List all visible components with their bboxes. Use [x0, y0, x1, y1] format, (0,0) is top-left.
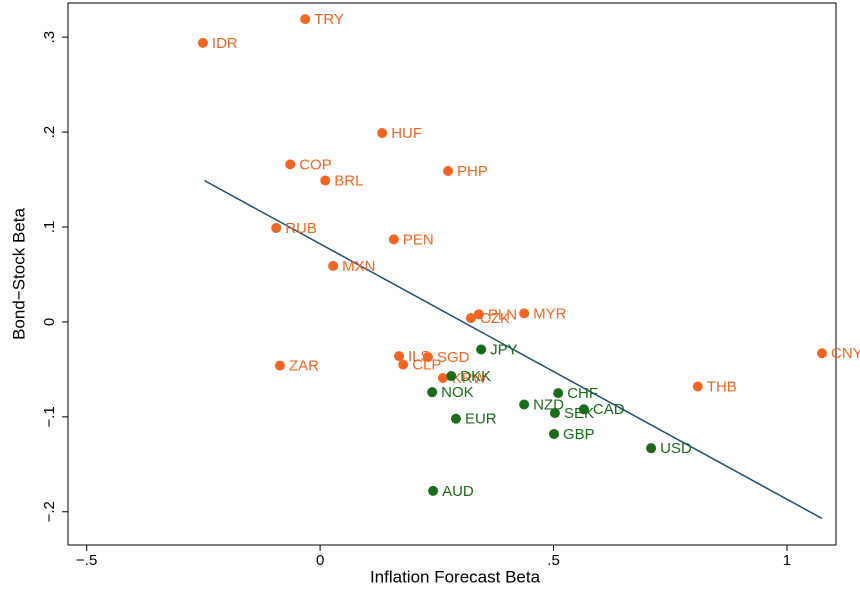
- point: [428, 485, 439, 496]
- point-label: NOK: [441, 384, 474, 401]
- point-label: SGD: [437, 349, 470, 366]
- point-label: MYR: [533, 305, 567, 322]
- point-label: PHP: [457, 163, 488, 180]
- point: [553, 388, 564, 399]
- plot-frame: [67, 2, 837, 546]
- point: [197, 37, 208, 48]
- point-label: TRY: [314, 11, 344, 28]
- point-label: CNY: [831, 345, 860, 362]
- point: [274, 360, 285, 371]
- x-axis-label: Inflation Forecast Beta: [370, 567, 541, 586]
- point: [422, 352, 433, 363]
- x-tick-label: 1: [783, 552, 791, 569]
- point-label: RUB: [285, 220, 317, 237]
- point: [450, 413, 461, 424]
- point-label: JPY: [490, 341, 518, 358]
- point-label: CAD: [593, 401, 625, 418]
- point-label: KRW: [452, 370, 488, 387]
- point-label: CLP: [412, 357, 441, 374]
- point-label: SEK: [564, 405, 594, 422]
- point-label: GBP: [563, 426, 595, 443]
- point-label: PEN: [403, 231, 434, 248]
- fit-line: [203, 179, 823, 520]
- point: [394, 351, 405, 362]
- y-tick-label: −.1: [41, 406, 58, 427]
- point: [692, 381, 703, 392]
- point: [443, 166, 454, 177]
- point: [300, 14, 311, 25]
- y-axis-label: Bond−Stock Beta: [9, 208, 28, 340]
- point-label: EUR: [465, 411, 497, 428]
- point: [578, 404, 589, 415]
- point: [476, 344, 487, 355]
- point: [646, 443, 657, 454]
- point-label: NZD: [533, 396, 564, 413]
- point: [285, 159, 296, 170]
- point-label: HUF: [391, 125, 422, 142]
- point: [465, 313, 476, 324]
- point: [320, 175, 331, 186]
- point: [549, 428, 560, 439]
- point-label: PLN: [488, 306, 517, 323]
- point: [446, 371, 457, 382]
- point: [388, 234, 399, 245]
- point-label: THB: [707, 378, 737, 395]
- point-label: BRL: [334, 172, 363, 189]
- y-tick-label: .2: [41, 126, 58, 139]
- point: [427, 387, 438, 398]
- y-tick-label: 0: [41, 318, 58, 326]
- point-label: DKK: [460, 368, 491, 385]
- point-label: MXN: [342, 258, 375, 275]
- point: [377, 128, 388, 139]
- point: [398, 359, 409, 370]
- point-label: COP: [299, 156, 332, 173]
- point: [816, 348, 827, 359]
- point-label: CZK: [480, 310, 510, 327]
- point-label: CHF: [567, 385, 598, 402]
- y-tick-label: .1: [41, 221, 58, 234]
- point-label: AUD: [442, 483, 474, 500]
- point-label: USD: [660, 440, 692, 457]
- point-label: IDR: [212, 35, 238, 52]
- y-tick-label: −.2: [41, 501, 58, 522]
- point: [328, 260, 339, 271]
- point: [549, 408, 560, 419]
- y-tick-label: .3: [41, 31, 58, 44]
- point: [271, 222, 282, 233]
- x-tick-label: .5: [547, 552, 560, 569]
- point: [437, 372, 448, 383]
- point: [519, 399, 530, 410]
- x-tick-label: −.5: [76, 552, 97, 569]
- x-tick-label: 0: [316, 552, 324, 569]
- point: [473, 309, 484, 320]
- point-label: ZAR: [289, 358, 319, 375]
- point: [519, 308, 530, 319]
